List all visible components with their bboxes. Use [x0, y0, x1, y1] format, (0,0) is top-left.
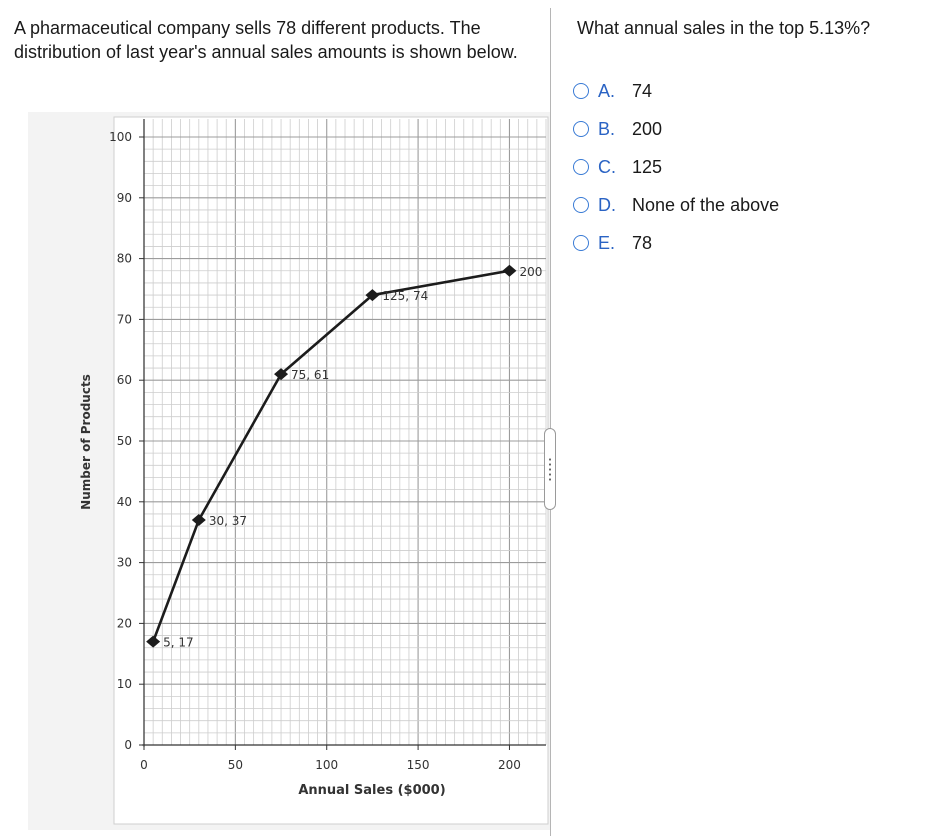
y-tick-label: 0 [124, 738, 132, 752]
data-point-label: 200 [519, 265, 542, 279]
option-letter: A. [598, 80, 616, 101]
answer-prompt: What annual sales in the top 5.13%? [577, 18, 871, 38]
grip-icon [549, 457, 551, 483]
y-tick-label: 100 [109, 130, 132, 144]
y-tick-label: 90 [117, 191, 132, 205]
data-point-label: 125, 74 [382, 289, 428, 303]
y-tick-label: 10 [117, 677, 132, 691]
chart-svg: 0 50 100 150 200 0 10 20 30 40 50 60 70 80 90 100 5, 1… [28, 112, 550, 830]
x-tick-label: 100 [315, 758, 338, 772]
x-tick-label: 50 [228, 758, 243, 772]
y-tick-label: 50 [117, 434, 132, 448]
option-letter: E. [598, 232, 616, 253]
option-text: None of the above [632, 194, 780, 215]
answer-options: A. 74 B. 200 C. 125 D. None of the above… [573, 72, 779, 262]
x-tick-label: 200 [498, 758, 521, 772]
option-c[interactable]: C. 125 [573, 148, 779, 186]
data-point-marker [502, 264, 517, 277]
radio-icon[interactable] [573, 159, 589, 175]
option-d[interactable]: D. None of the above [573, 186, 779, 224]
y-tick-label: 40 [117, 495, 132, 509]
radio-icon[interactable] [573, 83, 589, 99]
cumulative-sales-chart: 0 50 100 150 200 0 10 20 30 40 50 60 70 80 90 100 5, 1… [28, 112, 550, 830]
data-point-label: 30, 37 [209, 514, 247, 528]
option-letter: C. [598, 156, 616, 177]
option-e[interactable]: E. 78 [573, 224, 779, 262]
axes [142, 119, 546, 747]
point-labels: 5, 17 30, 37 75, 61 125, 74 200 [163, 265, 542, 650]
panel-resize-handle[interactable] [544, 428, 556, 510]
y-axis-label: Number of Products [79, 374, 93, 510]
y-tick-label: 30 [117, 556, 132, 570]
panel-divider [550, 8, 551, 836]
option-text: 200 [632, 118, 663, 139]
option-text: 78 [632, 232, 653, 253]
y-tick-label: 80 [117, 252, 132, 266]
option-text: 74 [632, 80, 653, 101]
data-point-marker [274, 368, 289, 381]
x-tick-label: 150 [407, 758, 430, 772]
y-tick-labels: 0 10 20 30 40 50 60 70 80 90 100 [109, 130, 144, 752]
data-point-marker [146, 635, 161, 648]
y-tick-label: 60 [117, 373, 132, 387]
data-series [146, 264, 517, 648]
x-axis-label: Annual Sales ($000) [298, 783, 445, 798]
data-point-label: 75, 61 [291, 368, 329, 382]
option-letter: B. [598, 118, 616, 139]
plot-paper [113, 116, 549, 825]
option-a[interactable]: A. 74 [573, 72, 779, 110]
x-tick-labels: 0 50 100 150 200 [140, 745, 521, 772]
option-text: 125 [632, 156, 663, 177]
radio-icon[interactable] [573, 121, 589, 137]
question-text: A pharmaceutical company sells 78 differ… [14, 18, 518, 62]
x-tick-label: 0 [140, 758, 148, 772]
data-point-marker [191, 514, 206, 527]
y-tick-label: 70 [117, 312, 132, 326]
option-b[interactable]: B. 200 [573, 110, 779, 148]
option-letter: D. [598, 194, 616, 215]
radio-icon[interactable] [573, 197, 589, 213]
data-point-marker [365, 289, 380, 302]
data-point-label: 5, 17 [163, 636, 194, 650]
y-tick-label: 20 [117, 616, 132, 630]
radio-icon[interactable] [573, 235, 589, 251]
